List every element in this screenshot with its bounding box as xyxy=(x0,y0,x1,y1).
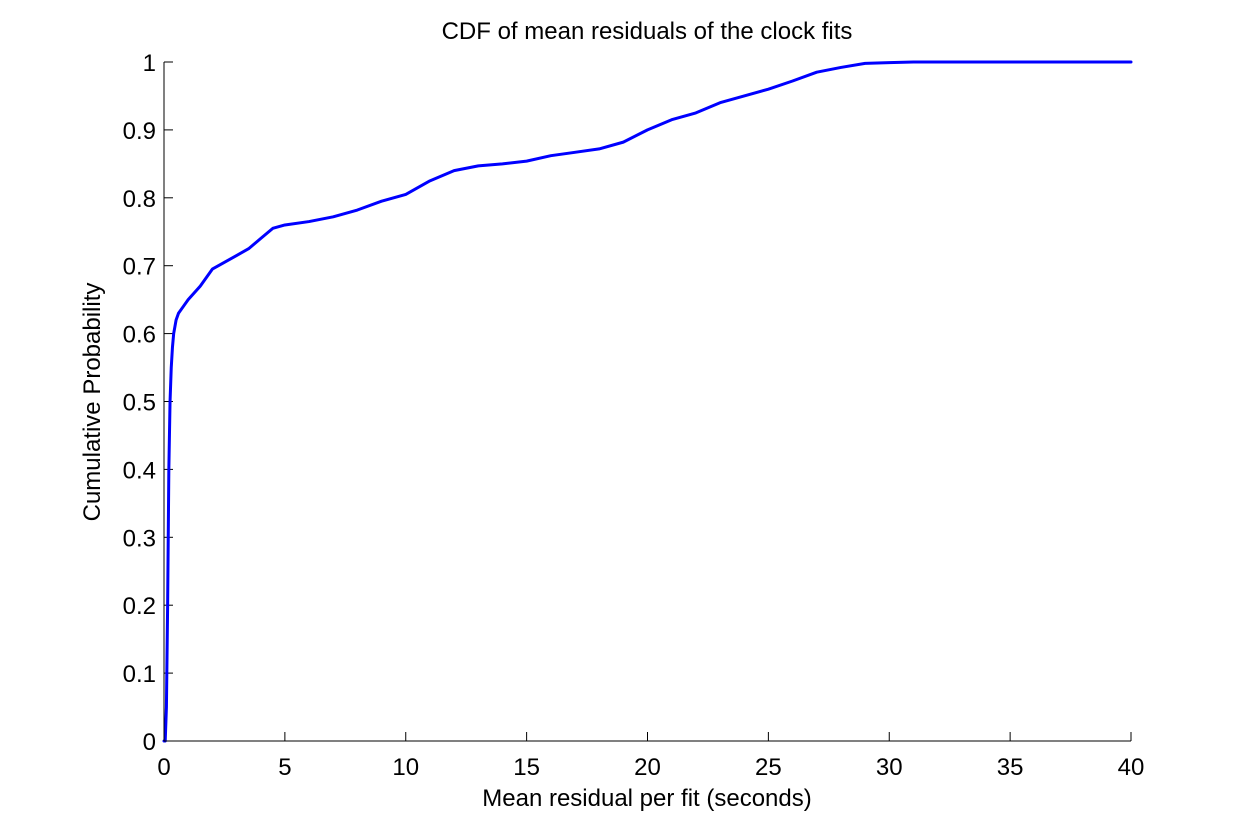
y-tick-label: 0.1 xyxy=(123,661,156,688)
y-tick-label: 0.5 xyxy=(123,390,156,417)
y-axis-ticks: 0 0.1 0.2 0.3 0.4 0.5 0.6 0.7 0.8 0.9 1 xyxy=(123,50,173,756)
y-tick-label: 0.9 xyxy=(123,118,156,145)
x-tick-label: 40 xyxy=(1118,754,1145,781)
y-tick-label: 0.6 xyxy=(123,322,156,349)
y-tick-label: 0.3 xyxy=(123,525,156,552)
chart-title: CDF of mean residuals of the clock fits xyxy=(442,18,853,45)
x-tick-label: 15 xyxy=(513,754,540,781)
y-tick-label: 0 xyxy=(143,729,156,756)
x-tick-label: 10 xyxy=(392,754,419,781)
x-tick-label: 30 xyxy=(876,754,903,781)
x-tick-label: 25 xyxy=(755,754,782,781)
x-tick-label: 5 xyxy=(278,754,291,781)
x-axis-title: Mean residual per fit (seconds) xyxy=(482,785,811,812)
y-tick-label: 0.7 xyxy=(123,254,156,281)
x-tick-label: 35 xyxy=(997,754,1024,781)
x-axis-ticks: 0 5 10 15 20 25 30 35 40 xyxy=(157,732,1144,781)
plot-area xyxy=(164,62,1131,741)
x-tick-label: 0 xyxy=(157,754,170,781)
cdf-series-line xyxy=(162,60,1133,743)
y-tick-label: 0.2 xyxy=(123,593,156,620)
y-axis-title: Cumulative Probability xyxy=(79,283,106,522)
y-tick-label: 0.8 xyxy=(123,186,156,213)
x-tick-label: 20 xyxy=(634,754,661,781)
y-tick-label: 0.4 xyxy=(123,457,156,484)
y-tick-label: 1 xyxy=(143,50,156,77)
